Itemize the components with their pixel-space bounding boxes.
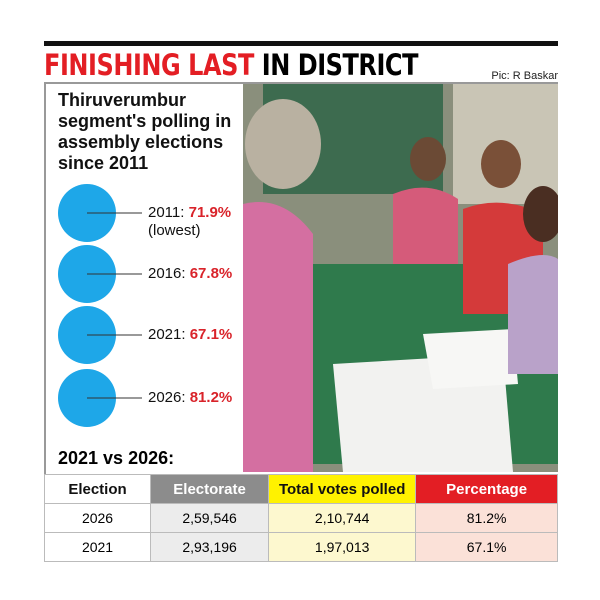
title-red: FINISHING LAST [44, 48, 254, 82]
photo-credit: Pic: R Baskar [491, 70, 558, 82]
table-cell: 2021 [43, 532, 152, 562]
note: (lowest) [148, 222, 201, 239]
turnout-value: 67.1% [189, 326, 233, 343]
table-row: 2026 2,59,546 2,10,744 81.2% [43, 503, 558, 533]
table-cell: 2,10,744 [268, 503, 417, 533]
top-bar [44, 41, 558, 46]
rule [44, 82, 558, 84]
turnout-value: 71.9% [188, 204, 232, 221]
title-black: IN DISTRICT [261, 48, 419, 82]
column-header: Electorate [150, 474, 270, 504]
panel-heading: Thiruverumbur segment's polling in assem… [58, 90, 232, 173]
turnout-value: 81.2% [189, 389, 233, 406]
table-cell: 2,59,546 [150, 503, 270, 533]
year-label: 2016: [148, 265, 186, 282]
turnout-item: 2021: 67.1% [148, 326, 232, 344]
table-cell: 2,93,196 [150, 532, 270, 562]
turnout-value: 67.8% [189, 265, 233, 282]
year-label: 2011: [148, 204, 185, 221]
rule [44, 84, 46, 474]
table-cell: 67.1% [415, 532, 558, 562]
table-cell: 1,97,013 [268, 532, 417, 562]
photo [243, 84, 558, 472]
turnout-item: 2011: 71.9% (lowest) [148, 204, 231, 240]
title: FINISHING LAST IN DISTRICT [44, 48, 418, 82]
year-label: 2026: [148, 389, 186, 406]
column-header: Percentage [415, 474, 558, 504]
column-header: Election [43, 474, 152, 504]
year-label: 2021: [148, 326, 186, 343]
table-cell: 2026 [43, 503, 152, 533]
table-row: 2021 2,93,196 1,97,013 67.1% [43, 532, 558, 562]
data-table: Election Electorate Total votes polled Perc… [43, 474, 558, 562]
column-header: Total votes polled [268, 474, 417, 504]
turnout-item: 2016: 67.8% [148, 265, 232, 283]
table-title: 2021 vs 2026: [58, 448, 175, 468]
turnout-item: 2026: 81.2% [148, 389, 232, 407]
header-row: Election Electorate Total votes polled Perc… [43, 474, 558, 504]
table-cell: 81.2% [415, 503, 558, 533]
